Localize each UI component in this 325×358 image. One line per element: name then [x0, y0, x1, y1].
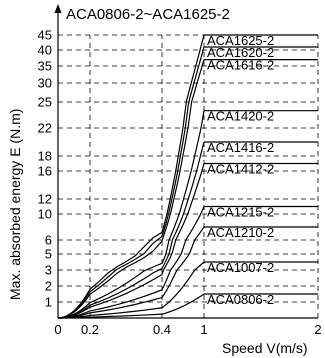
y-tick-label: 45: [38, 28, 52, 43]
x-axis-label: Speed V(m/s): [222, 340, 308, 356]
y-tick-label: 2: [45, 279, 52, 294]
y-tick-label: 6: [45, 233, 52, 248]
y-tick-label: 12: [38, 192, 52, 207]
chart-title: ACA0806-2~ACA1625-2: [66, 6, 230, 23]
y-tick-label: 1: [45, 295, 52, 310]
series-curve: [57, 46, 205, 319]
y-tick-label: 25: [38, 95, 52, 110]
x-tick-label: 0.4: [153, 322, 171, 337]
x-tick-label: 0.2: [81, 322, 99, 337]
y-tick-label: 40: [38, 43, 52, 58]
series-label: ACA1210-2: [207, 225, 274, 240]
x-tick-label: 0: [54, 322, 61, 337]
series-label: ACA1616-2: [207, 58, 274, 73]
series-label: ACA1412-2: [207, 162, 274, 177]
series-labels: ACA0806-2 ACA1007-2 ACA1210-2 ACA1215-2 ACA1…: [207, 33, 274, 307]
series-curve: [57, 163, 205, 319]
curves: [57, 34, 318, 319]
y-tick-label: 3: [45, 263, 52, 278]
series-curve: [57, 261, 205, 319]
y-tick-label: 18: [38, 149, 52, 164]
series-label: ACA1215-2: [207, 205, 274, 220]
series-curve: [57, 141, 205, 319]
series-curve: [57, 34, 205, 319]
y-tick-label: 22: [38, 121, 52, 136]
y-tick-label: 5: [45, 247, 52, 262]
grid-lines: [58, 34, 319, 318]
series-label: ACA1416-2: [207, 140, 274, 155]
y-axis-arrow: [54, 4, 62, 13]
series-label: ACA0806-2: [207, 292, 274, 307]
series-label: ACA1007-2: [207, 260, 274, 275]
x-tick-label: 1: [200, 322, 207, 337]
y-tick-label: 10: [38, 207, 52, 222]
axes: [54, 4, 318, 319]
x-tick-label: 2: [314, 322, 321, 337]
y-tick-label: 30: [38, 76, 52, 91]
series-curve: [57, 110, 205, 319]
series-label: ACA1625-2: [207, 33, 274, 48]
series-label: ACA1620-2: [207, 45, 274, 60]
series-curve: [57, 293, 205, 319]
y-axis-label: Max. absorbed energy E (N.m): [7, 109, 23, 300]
series-label: ACA1420-2: [207, 109, 274, 124]
y-tick-label: 16: [38, 164, 52, 179]
series-curve: [57, 226, 205, 319]
series-curve: [57, 206, 205, 319]
series-curve: [57, 59, 205, 319]
y-tick-label: 35: [38, 59, 52, 74]
